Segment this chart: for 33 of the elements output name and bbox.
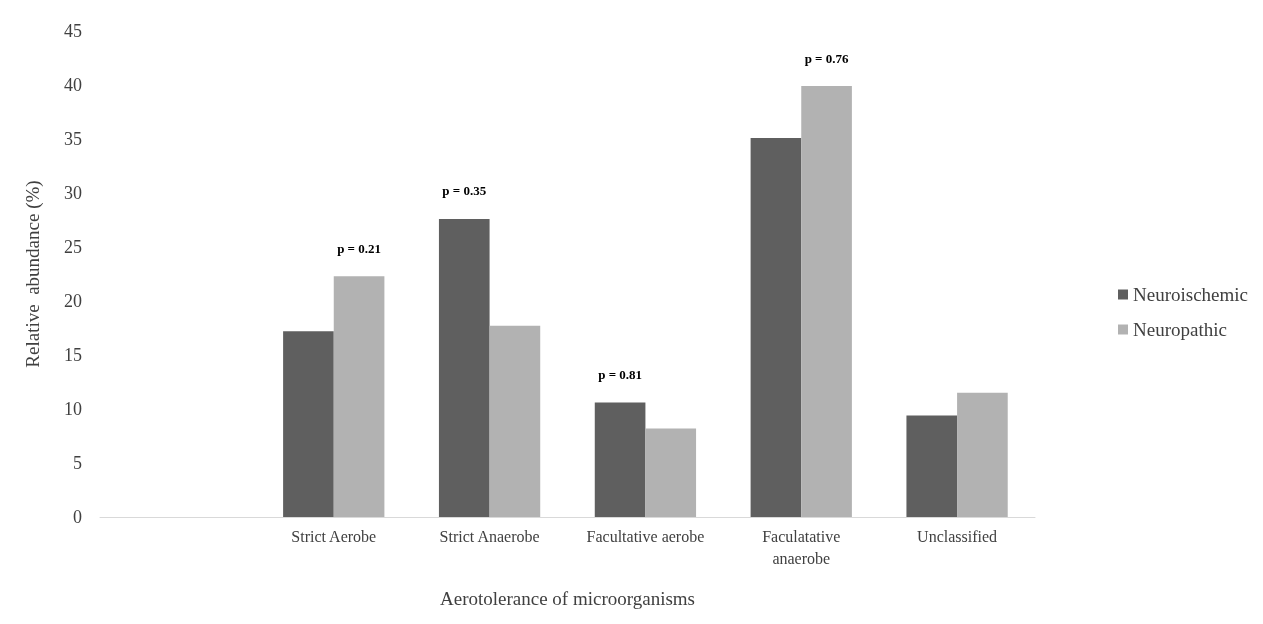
y-tick-label: 40 (64, 75, 82, 95)
bar (645, 428, 697, 517)
y-tick-label: 5 (73, 453, 82, 473)
bar (489, 325, 541, 517)
y-tick-label: 10 (64, 399, 82, 419)
legend-label: Neuropathic (1132, 319, 1227, 340)
x-tick-label: Facultative aerobe (586, 527, 705, 545)
bar (438, 218, 490, 517)
legend-label: Neuroischemic (1132, 284, 1248, 305)
y-tick-label: 0 (73, 507, 82, 527)
annotation: p = 0.76 (804, 50, 850, 66)
y-axis-title: Relative abundance (%) (22, 180, 44, 368)
annotation: p = 0.81 (598, 367, 643, 383)
y-tick-label: 15 (64, 345, 82, 365)
x-tick-label: Strict Anaerobe (439, 527, 540, 545)
y-tick-label: 30 (64, 183, 82, 203)
x-tick-label: Faculatative anaerobe (762, 527, 841, 567)
annotation: p = 0.35 (442, 183, 487, 199)
y-tick-label: 20 (64, 291, 82, 311)
x-tick-label: Strict Aerobe (291, 527, 377, 545)
bar (750, 137, 802, 517)
x-axis-title: Aerotolerance of microorganisms (439, 588, 696, 609)
bar (283, 331, 334, 517)
bar (594, 402, 646, 517)
x-tick-label: Unclassified (917, 527, 998, 545)
bar (333, 276, 385, 517)
bar (906, 415, 958, 517)
y-tick-label: 25 (64, 237, 82, 257)
bar (801, 86, 852, 517)
bar (957, 392, 1008, 517)
annotation: p = 0.21 (337, 240, 382, 256)
y-tick-label: 35 (64, 129, 82, 149)
y-tick-label: 45 (64, 21, 82, 41)
